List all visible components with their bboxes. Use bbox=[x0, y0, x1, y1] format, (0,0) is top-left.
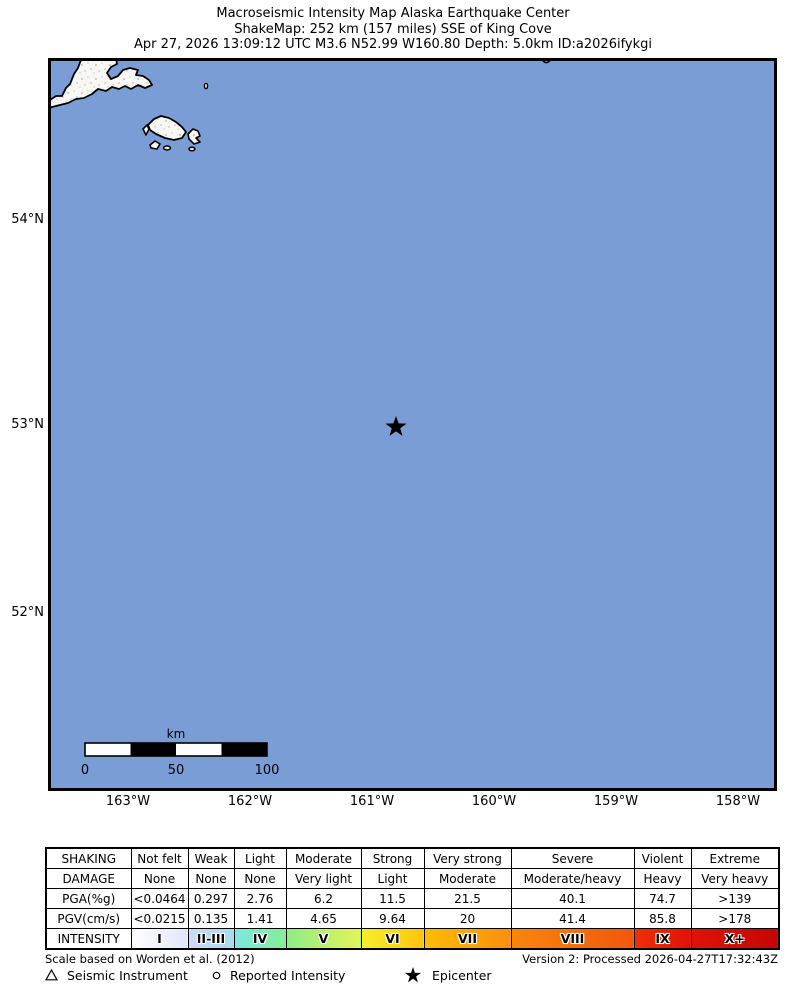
lat-label-54n: 54°N bbox=[11, 212, 44, 227]
table-row-intensity: INTENSITY I II-III IV V VI VII VIII IX X… bbox=[45, 928, 780, 950]
table-cell: None bbox=[130, 868, 189, 889]
scale-bar: km 0 50 100 bbox=[81, 727, 280, 778]
intensity-cell-x: X+ bbox=[690, 928, 780, 950]
intensity-cell-iv: IV bbox=[233, 928, 287, 950]
table-cell: Not felt bbox=[130, 847, 189, 869]
table-cell: Light bbox=[360, 868, 425, 889]
table-cell: 74.7 bbox=[633, 888, 692, 909]
table-cell: Weak bbox=[187, 847, 235, 869]
intensity-cell-ii-iii: II-III bbox=[187, 928, 235, 950]
table-row-pga: PGA(%g) <0.0464 0.297 2.76 6.2 11.5 21.5… bbox=[45, 888, 780, 909]
legend-epicenter: Epicenter bbox=[403, 965, 492, 985]
lon-label-162w: 162°W bbox=[227, 794, 273, 809]
lat-label-52n: 52°N bbox=[11, 605, 44, 620]
islet-dot bbox=[203, 82, 209, 90]
table-cell: 11.5 bbox=[360, 888, 425, 909]
lat-label-53n: 53°N bbox=[11, 417, 44, 432]
intensity-cell-i: I bbox=[130, 928, 189, 950]
table-cell: Light bbox=[233, 847, 287, 869]
table-cell: 1.41 bbox=[233, 908, 287, 929]
table-cell: 20 bbox=[423, 908, 512, 929]
island-main bbox=[147, 115, 187, 141]
lon-label-159w: 159°W bbox=[593, 794, 639, 809]
table-cell: 6.2 bbox=[285, 888, 362, 909]
table-cell: <0.0464 bbox=[130, 888, 189, 909]
shakemap-subtitle: ShakeMap: 252 km (157 miles) SSE of King… bbox=[234, 21, 552, 37]
circle-icon bbox=[212, 971, 221, 979]
row-label: SHAKING bbox=[45, 847, 132, 869]
legend-seismic-instrument: Seismic Instrument bbox=[45, 965, 188, 985]
intensity-cell-vi: VI bbox=[360, 928, 425, 950]
table-row-damage: DAMAGE None None None Very light Light M… bbox=[45, 868, 780, 889]
table-cell: Very light bbox=[285, 868, 362, 889]
island-small-south bbox=[149, 140, 161, 150]
legend-label: Seismic Instrument bbox=[67, 967, 188, 983]
island-sliver bbox=[142, 124, 150, 136]
scale-tick-100: 100 bbox=[255, 763, 280, 778]
table-cell: Moderate bbox=[285, 847, 362, 869]
table-cell: Very heavy bbox=[690, 868, 780, 889]
intensity-cell-vii: VII bbox=[423, 928, 512, 950]
triangle-icon bbox=[45, 969, 58, 981]
islet-tiny-east bbox=[188, 146, 196, 152]
event-info-line: Apr 27, 2026 13:09:12 UTC M3.6 N52.99 W1… bbox=[133, 37, 653, 52]
table-cell: 0.297 bbox=[187, 888, 235, 909]
row-label: PGV(cm/s) bbox=[45, 908, 132, 929]
intensity-legend-table: SHAKING Not felt Weak Light Moderate Str… bbox=[45, 847, 780, 950]
star-icon bbox=[404, 966, 422, 982]
page-title: Macroseismic Intensity Map Alaska Earthq… bbox=[216, 6, 570, 21]
table-cell: 4.65 bbox=[285, 908, 362, 929]
table-row-pgv: PGV(cm/s) <0.0215 0.135 1.41 4.65 9.64 2… bbox=[45, 908, 780, 929]
table-row-shaking: SHAKING Not felt Weak Light Moderate Str… bbox=[45, 847, 780, 869]
map-title-block: Macroseismic Intensity Map Alaska Earthq… bbox=[0, 6, 786, 53]
scale-tick-50: 50 bbox=[168, 763, 185, 778]
island-east bbox=[187, 128, 201, 145]
table-cell: <0.0215 bbox=[130, 908, 189, 929]
table-cell: 41.4 bbox=[510, 908, 635, 929]
epicenter-star-icon bbox=[385, 416, 407, 436]
intensity-cell-viii: VIII bbox=[510, 928, 635, 950]
lon-label-161w: 161°W bbox=[349, 794, 395, 809]
lon-label-158w: 158°W bbox=[715, 794, 761, 809]
table-cell: 0.135 bbox=[187, 908, 235, 929]
scale-bar-unit: km bbox=[167, 727, 186, 741]
row-label: DAMAGE bbox=[45, 868, 132, 889]
scale-tick-0: 0 bbox=[81, 763, 89, 778]
table-cell: Heavy bbox=[633, 868, 692, 889]
row-label: INTENSITY bbox=[45, 928, 132, 950]
scale-reference-note: Scale based on Worden et al. (2012) bbox=[45, 952, 255, 966]
table-cell: 40.1 bbox=[510, 888, 635, 909]
row-label: PGA(%g) bbox=[45, 888, 132, 909]
table-cell: Severe bbox=[510, 847, 635, 869]
legend-reported-intensity: Reported Intensity bbox=[212, 965, 345, 985]
table-cell: Moderate/heavy bbox=[510, 868, 635, 889]
islet-tiny-south bbox=[162, 145, 172, 151]
lon-label-163w: 163°W bbox=[105, 794, 151, 809]
lon-label-160w: 160°W bbox=[471, 794, 517, 809]
shakemap-canvas: km 0 50 100 bbox=[48, 58, 777, 791]
legend-label: Epicenter bbox=[432, 967, 492, 983]
table-cell: Strong bbox=[360, 847, 425, 869]
legend-label: Reported Intensity bbox=[230, 967, 346, 983]
table-cell: >139 bbox=[690, 888, 780, 909]
table-cell: >178 bbox=[690, 908, 780, 929]
table-cell: Extreme bbox=[690, 847, 780, 869]
table-cell: None bbox=[187, 868, 235, 889]
table-cell: 21.5 bbox=[423, 888, 512, 909]
table-cell: Very strong bbox=[423, 847, 512, 869]
table-cell: None bbox=[233, 868, 287, 889]
table-cell: 9.64 bbox=[360, 908, 425, 929]
island-top-notch bbox=[542, 61, 551, 64]
landmass-alaska-peninsula bbox=[51, 61, 153, 109]
map-graphics: km 0 50 100 bbox=[51, 61, 551, 778]
table-cell: 2.76 bbox=[233, 888, 287, 909]
table-cell: 85.8 bbox=[633, 908, 692, 929]
table-cell: Violent bbox=[633, 847, 692, 869]
version-processed-note: Version 2: Processed 2026-04-27T17:32:43… bbox=[522, 952, 778, 966]
intensity-cell-ix: IX bbox=[633, 928, 692, 950]
table-cell: Moderate bbox=[423, 868, 512, 889]
intensity-cell-v: V bbox=[285, 928, 362, 950]
